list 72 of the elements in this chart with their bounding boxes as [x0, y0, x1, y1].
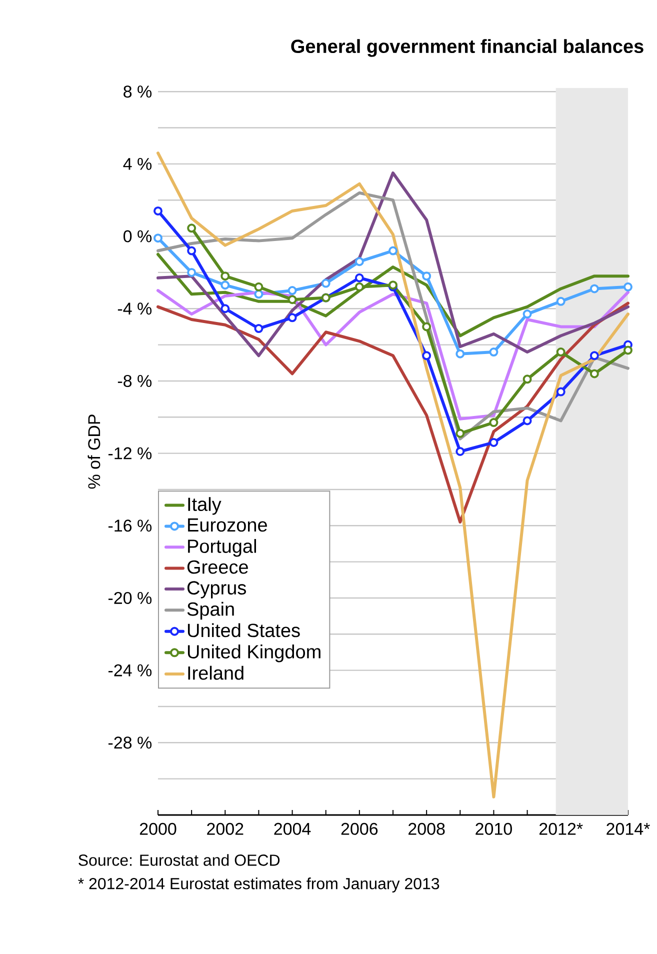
x-tick-label: 2000: [140, 822, 176, 835]
point: [220, 280, 230, 290]
source-note: Source: Eurostat and OECD: [78, 854, 280, 866]
point: [522, 310, 532, 319]
point: [254, 282, 264, 292]
chart-title: General government financial balances: [291, 39, 644, 57]
y-tick-label: -12 %: [108, 447, 152, 460]
point: [388, 246, 398, 256]
y-tick-label: -28 %: [108, 736, 152, 749]
point: [154, 234, 162, 243]
point: [288, 286, 297, 296]
point: [154, 206, 162, 216]
point: [354, 273, 364, 282]
y-tick-label: -24 %: [108, 664, 152, 676]
point: [590, 351, 599, 360]
point: [456, 428, 465, 438]
x-tick-label: 2014*: [606, 822, 650, 835]
point: [489, 348, 498, 357]
legend-label: United States: [188, 623, 300, 638]
point: [522, 374, 532, 384]
y-tick-label: 0 %: [124, 230, 152, 242]
point: [254, 324, 264, 334]
point: [489, 418, 498, 428]
point: [590, 284, 599, 294]
line-series: [156, 171, 630, 358]
point: [422, 351, 432, 360]
legend-label: United Kingdom: [188, 644, 320, 662]
point: [354, 282, 364, 292]
legend-label: Ireland: [188, 666, 244, 680]
point: [220, 272, 230, 281]
point: [422, 322, 432, 332]
point: [489, 438, 498, 447]
legend-label: Portugal: [188, 539, 256, 557]
y-tick-label: -8 %: [118, 374, 152, 387]
point: [187, 268, 196, 277]
legend-label: Spain: [187, 602, 234, 620]
legend-label: Eurozone: [188, 518, 267, 532]
point: [288, 313, 297, 322]
y-tick-label: -16 %: [108, 520, 152, 532]
point: [288, 295, 297, 304]
y-tick-label: -20 %: [108, 592, 152, 604]
x-tick-label: 2006: [341, 822, 378, 835]
point: [321, 278, 330, 288]
point: [624, 282, 632, 292]
point: [187, 246, 196, 256]
y-tick-label: 8 %: [124, 86, 152, 98]
point: [556, 348, 566, 357]
x-tick-label: 2010: [476, 822, 512, 835]
point: [556, 387, 566, 396]
line-series: [156, 152, 630, 798]
text: * 2012-2014 Eurostat estimates from January 2013: [78, 878, 440, 892]
point: [624, 346, 632, 355]
point: [590, 369, 599, 378]
x-tick-label: 2008: [408, 822, 445, 835]
x-tick-label: 2004: [274, 822, 311, 835]
y-tick-label: 4 %: [123, 158, 152, 170]
point: [456, 349, 465, 358]
x-tick-label: 2012*: [540, 822, 583, 835]
point: [354, 257, 364, 266]
point: [522, 416, 532, 426]
point: [556, 296, 566, 306]
point: [456, 446, 465, 456]
point: [187, 224, 196, 233]
point: [422, 272, 432, 281]
y-axis-title: % of GDP: [88, 414, 100, 489]
point: [254, 290, 264, 299]
legend-label: Cyprus: [187, 581, 246, 598]
legend-label: Greece: [187, 560, 248, 574]
point: [220, 304, 230, 314]
y-tick-label: -4 %: [118, 302, 152, 315]
x-tick-label: 2002: [207, 822, 244, 835]
legend-label: Italy: [188, 497, 222, 515]
